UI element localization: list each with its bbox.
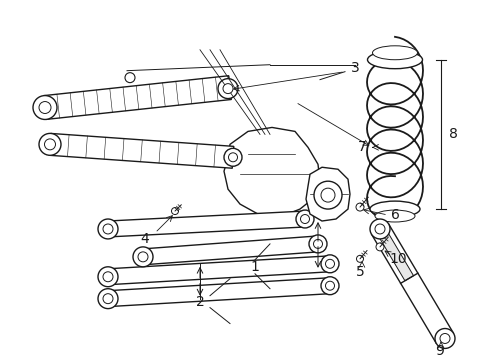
Text: 9: 9 (435, 345, 444, 359)
Polygon shape (370, 224, 453, 343)
Circle shape (374, 224, 384, 234)
Circle shape (218, 78, 238, 99)
Ellipse shape (367, 51, 422, 69)
Circle shape (224, 148, 242, 166)
Circle shape (171, 208, 178, 215)
Circle shape (320, 255, 338, 273)
Circle shape (356, 255, 363, 262)
Circle shape (325, 259, 334, 268)
Circle shape (133, 247, 153, 267)
Text: 3: 3 (350, 61, 359, 75)
Circle shape (39, 102, 51, 113)
Polygon shape (107, 256, 330, 285)
Circle shape (44, 139, 55, 150)
Polygon shape (107, 211, 305, 237)
Circle shape (98, 289, 118, 309)
Circle shape (325, 281, 334, 290)
Text: 2: 2 (195, 294, 204, 309)
Text: 4: 4 (141, 232, 149, 246)
Circle shape (295, 210, 313, 228)
Text: 6: 6 (390, 208, 399, 222)
Circle shape (300, 215, 309, 224)
Circle shape (355, 203, 363, 211)
Polygon shape (305, 167, 349, 221)
Ellipse shape (374, 210, 414, 222)
Circle shape (98, 267, 118, 287)
Text: 1: 1 (250, 260, 259, 274)
Circle shape (103, 272, 113, 282)
Circle shape (313, 181, 341, 209)
Polygon shape (375, 226, 413, 281)
Text: 10: 10 (388, 252, 406, 266)
Text: 5: 5 (355, 265, 364, 279)
Polygon shape (107, 278, 330, 307)
Circle shape (228, 153, 237, 162)
Circle shape (439, 333, 449, 343)
Circle shape (320, 277, 338, 295)
Circle shape (369, 219, 389, 239)
Polygon shape (49, 134, 233, 168)
Ellipse shape (372, 46, 417, 60)
Circle shape (375, 243, 383, 251)
Polygon shape (142, 236, 318, 265)
Circle shape (223, 84, 232, 94)
Circle shape (434, 329, 454, 348)
Polygon shape (224, 127, 319, 217)
Circle shape (39, 134, 61, 155)
Circle shape (103, 294, 113, 303)
Polygon shape (43, 76, 231, 120)
Text: 8: 8 (447, 127, 456, 141)
Circle shape (138, 252, 148, 262)
Text: 7: 7 (357, 140, 366, 154)
Ellipse shape (369, 201, 419, 217)
Circle shape (125, 73, 135, 83)
Circle shape (313, 239, 322, 248)
Circle shape (103, 224, 113, 234)
Circle shape (308, 235, 326, 253)
Circle shape (33, 95, 57, 120)
Circle shape (320, 188, 334, 202)
Circle shape (98, 219, 118, 239)
